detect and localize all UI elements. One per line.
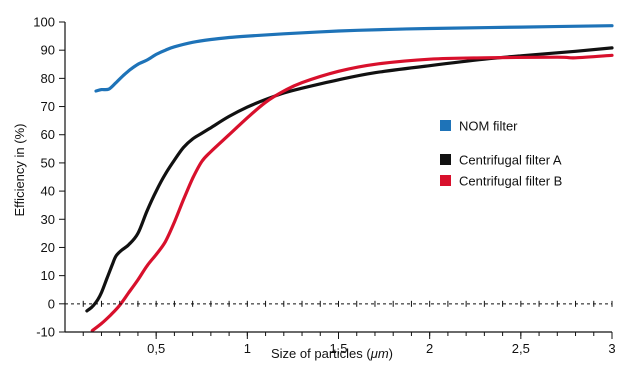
y-tick-label: 80 [41, 71, 55, 86]
y-tick-label: 10 [41, 268, 55, 283]
y-tick-label: 0 [48, 296, 55, 311]
series-line-centrifugal-filter-b [90, 53, 614, 333]
x-tick-label: 1,5 [329, 341, 347, 356]
y-tick-label: 40 [41, 184, 55, 199]
x-tick-label: 2,5 [512, 341, 530, 356]
legend-swatch-centrifugal-filter-b [440, 175, 451, 186]
series-line-nom-filter [94, 24, 614, 93]
y-tick-label: 20 [41, 240, 55, 255]
y-axis-title: Efficiency in (%) [12, 124, 27, 217]
x-axis-title-unit: μm [370, 346, 389, 361]
legend-swatch-centrifugal-filter-a [440, 154, 451, 165]
y-tick-label: 60 [41, 127, 55, 142]
y-tick-label: 50 [41, 155, 55, 170]
x-tick-label: 0,5 [147, 341, 165, 356]
x-tick-label: 1 [244, 341, 251, 356]
x-axis-title-suffix: ) [389, 346, 393, 361]
y-tick-label: 30 [41, 212, 55, 227]
legend-label-nom-filter: NOM filter [459, 119, 518, 134]
y-tick-label: 90 [41, 43, 55, 58]
x-axis-title: Size of particles (μm) [271, 346, 393, 361]
x-tick-label: 2 [426, 341, 433, 356]
series-line-centrifugal-filter-a [85, 46, 614, 313]
legend-swatch-nom-filter [440, 120, 451, 131]
x-tick-label: 3 [608, 341, 615, 356]
x-axis-title-prefix: Size of particles ( [271, 346, 371, 361]
y-tick-label: 100 [33, 15, 55, 30]
y-tick-label: -10 [36, 325, 55, 340]
legend-label-centrifugal-filter-a: Centrifugal filter A [459, 153, 562, 168]
legend-label-centrifugal-filter-b: Centrifugal filter B [459, 174, 562, 189]
y-tick-label: 70 [41, 99, 55, 114]
